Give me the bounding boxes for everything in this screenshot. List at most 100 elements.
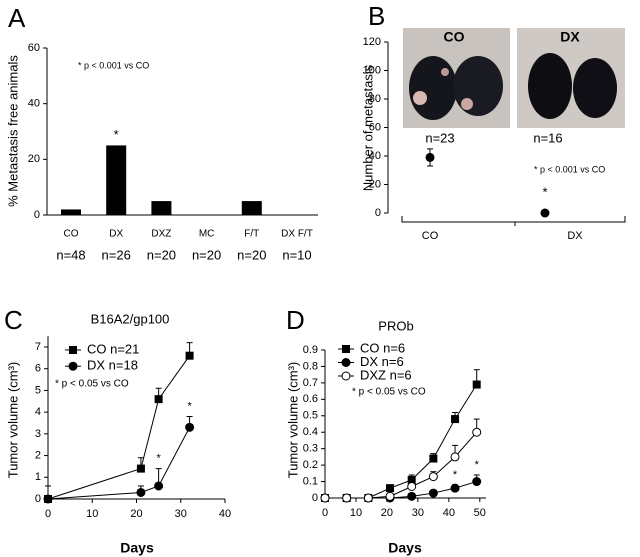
y-tick-label: 6 <box>35 363 41 375</box>
y-tick-label: 3 <box>35 428 41 440</box>
y-tick-label: 0 <box>35 493 41 505</box>
legend-marker <box>69 346 77 354</box>
y-axis-label: Number of metastasis <box>360 64 375 191</box>
legend-label: CO n=6 <box>360 340 405 355</box>
y-tick-label: 0.8 <box>303 360 318 372</box>
y-tick-label: 0.2 <box>303 459 318 471</box>
point <box>428 488 438 498</box>
y-tick-label: 0 <box>34 209 40 221</box>
x-axis-label: Days <box>120 540 154 556</box>
y-tick-label: 0.6 <box>303 393 318 405</box>
y-tick-label: 7 <box>35 341 41 353</box>
point <box>428 472 438 482</box>
y-tick-label: 0 <box>375 207 381 219</box>
x-tick-label: CO <box>422 230 439 242</box>
point <box>407 475 416 484</box>
x-tick-label: DX F/T <box>281 229 313 240</box>
panel-label: D <box>286 305 305 335</box>
lung-lobe <box>409 56 457 120</box>
series-line <box>325 384 478 499</box>
significance-star: * <box>542 184 547 199</box>
chart-title: PROb <box>378 318 413 333</box>
point <box>363 493 373 503</box>
error-cap <box>427 148 433 167</box>
point <box>320 493 330 503</box>
significance-star: * <box>475 459 480 471</box>
panel-label: C <box>4 305 23 335</box>
n-label: n=16 <box>533 130 562 145</box>
point <box>385 491 395 501</box>
dot <box>540 208 550 218</box>
y-tick-label: 40 <box>369 150 381 162</box>
bar <box>241 201 262 215</box>
legend-label: DXZ n=6 <box>360 367 412 382</box>
significance-star: * <box>431 475 436 487</box>
point <box>472 380 481 389</box>
significance-star: * <box>156 453 161 465</box>
annotation: * p < 0.001 vs CO <box>534 164 605 174</box>
photo-label: CO <box>444 29 465 45</box>
x-tick-label: DX <box>109 229 123 240</box>
y-axis-label: Tumor volume (cm³) <box>5 362 20 479</box>
point <box>43 494 53 504</box>
x-tick-label: 10 <box>86 508 98 520</box>
x-tick-label: 0 <box>322 507 328 519</box>
series-line <box>47 427 191 500</box>
point <box>185 422 195 432</box>
point <box>450 483 460 493</box>
metastasis <box>413 91 427 105</box>
y-tick-label: 0 <box>312 492 318 504</box>
x-tick-label: DX <box>567 230 583 242</box>
y-tick-label: 1 <box>35 471 41 483</box>
metastasis <box>461 98 473 110</box>
y-tick-label: 20 <box>28 153 40 165</box>
significance-star: * <box>187 400 192 412</box>
legend-marker <box>342 345 350 353</box>
annotation: * p < 0.001 vs CO <box>78 60 149 70</box>
point <box>429 454 438 463</box>
annotation: * p < 0.05 vs CO <box>352 387 426 398</box>
bar <box>61 209 81 215</box>
point <box>386 484 395 493</box>
legend-marker <box>341 358 351 367</box>
x-tick-label: 40 <box>219 508 231 520</box>
photo-label: DX <box>560 29 580 45</box>
n-label: n=10 <box>282 247 311 262</box>
y-tick-label: 0.5 <box>303 410 318 422</box>
point <box>154 395 163 404</box>
dot <box>425 152 435 162</box>
point <box>154 481 164 491</box>
x-tick-label: 10 <box>350 507 362 519</box>
point <box>472 427 482 437</box>
legend-marker <box>341 371 351 381</box>
x-tick-label: 20 <box>381 507 393 519</box>
photos <box>403 28 625 128</box>
significance-star: * <box>453 469 458 481</box>
y-tick-label: 4 <box>35 406 41 418</box>
point <box>451 415 460 424</box>
x-tick-label: 50 <box>474 507 486 519</box>
x-axis-bracket <box>401 216 626 226</box>
legend-marker <box>68 361 78 371</box>
series-line <box>47 355 191 500</box>
y-tick-label: 100 <box>363 64 381 76</box>
legend-label: DX n=18 <box>87 358 138 373</box>
point <box>342 493 352 503</box>
y-tick-label: 0.4 <box>303 426 318 438</box>
y-tick-label: 80 <box>369 93 381 105</box>
y-tick-label: 40 <box>28 98 40 110</box>
point <box>472 477 482 487</box>
x-axis-label: Days <box>388 540 422 556</box>
point <box>450 452 460 462</box>
point <box>407 491 417 501</box>
y-tick-label: 0.3 <box>303 443 318 455</box>
n-label: n=20 <box>147 247 176 262</box>
x-tick-label: 30 <box>412 507 424 519</box>
y-tick-label: 5 <box>35 384 41 396</box>
y-tick-label: 0.7 <box>303 377 318 389</box>
y-tick-label: 0.9 <box>303 344 318 356</box>
legend-label: CO n=21 <box>87 341 139 356</box>
x-tick-label: CO <box>64 229 79 240</box>
